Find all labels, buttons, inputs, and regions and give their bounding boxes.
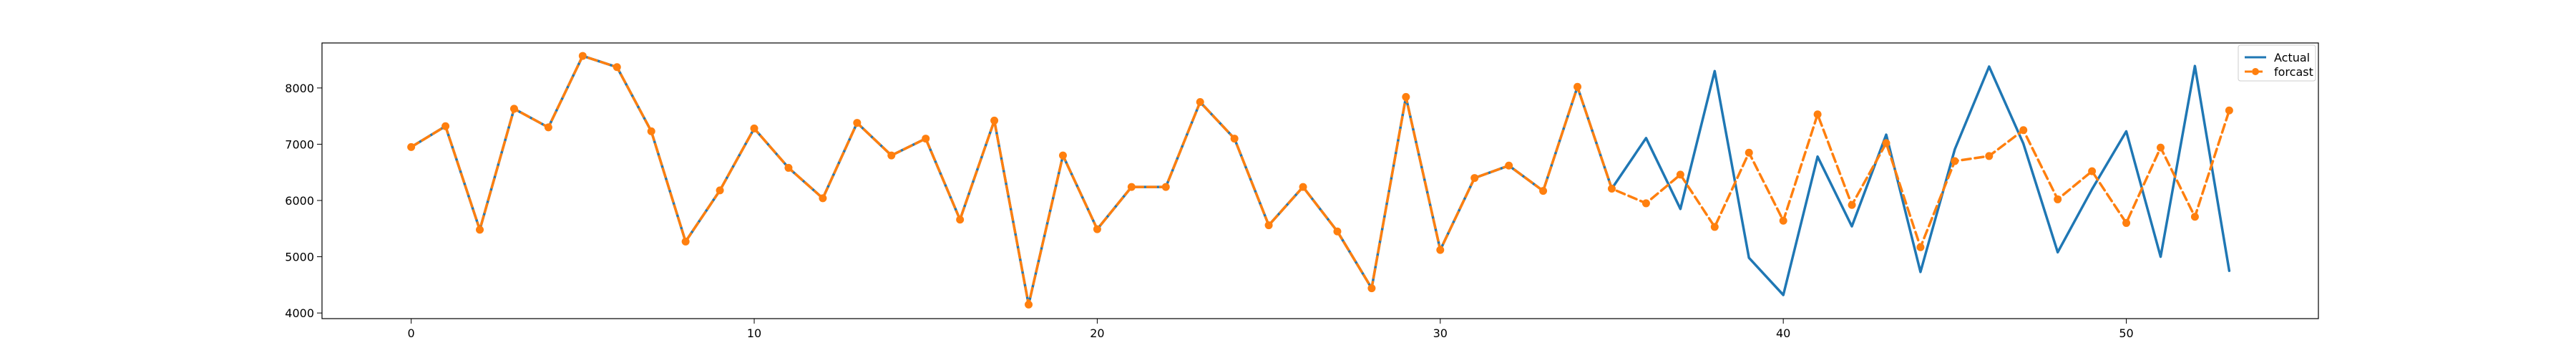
axes-frame — [321, 42, 2319, 319]
forecast-point — [1299, 183, 1307, 191]
forecast-point — [1710, 223, 1719, 231]
legend: Actual forcast — [2238, 44, 2316, 82]
actual-series-line — [409, 54, 2231, 306]
forecast-point — [1230, 135, 1239, 143]
forecast-point — [1058, 151, 1067, 160]
forecast-point — [922, 135, 930, 143]
forecast-point — [647, 127, 655, 135]
forecast-point — [2088, 167, 2097, 175]
forecast-point — [819, 194, 827, 203]
forecast-point — [2225, 106, 2233, 115]
forecast-point — [2190, 213, 2199, 221]
forecast-point — [2054, 195, 2062, 203]
forecast-point — [407, 142, 416, 151]
forecast-point — [1745, 148, 1753, 157]
forecast-point — [613, 63, 621, 72]
forecast-point — [2122, 218, 2131, 227]
forecast-point — [1470, 174, 1479, 183]
x-tick-label: 40 — [1776, 326, 1790, 340]
plot-area — [407, 52, 2233, 309]
forecast-point — [1813, 110, 1822, 119]
forecast-point — [2156, 143, 2165, 152]
forecast-point — [476, 226, 484, 234]
forecast-point — [544, 123, 552, 132]
forecast-point — [887, 151, 896, 160]
forecast-point — [1574, 82, 1582, 91]
y-tick-label: 5000 — [285, 251, 314, 264]
forecast-point — [853, 119, 862, 127]
x-tick-label: 30 — [1433, 326, 1448, 340]
forecast-point — [1985, 152, 1994, 160]
forecast-point — [1607, 185, 1616, 193]
forecast-point — [990, 116, 999, 125]
forecast-point — [750, 124, 758, 132]
forecast-point — [509, 105, 518, 113]
forecast-point — [956, 216, 965, 224]
forecast-point — [1367, 284, 1376, 293]
y-tick-label: 4000 — [285, 306, 314, 320]
forecast-point — [1025, 300, 1033, 309]
x-tick-label: 0 — [408, 326, 415, 340]
legend-actual-label: Actual — [2274, 51, 2310, 64]
forecast-point — [1161, 183, 1170, 191]
y-tick-label: 8000 — [285, 82, 314, 95]
forecast-point — [1882, 139, 1890, 147]
x-tick-label: 10 — [747, 326, 761, 340]
forecast-point — [2019, 126, 2028, 135]
forecast-point — [1848, 200, 1856, 209]
axes: 0 10 20 30 40 50 4000 5000 6000 7000 8000 — [285, 42, 2319, 340]
forecast-point — [1402, 92, 1410, 101]
x-tick-label: 50 — [2119, 326, 2133, 340]
forecast-point — [784, 163, 793, 172]
legend-forecast-marker — [2252, 68, 2259, 75]
forecast-point — [1505, 161, 1513, 170]
forecast-point — [716, 186, 724, 195]
forecast-series-line — [409, 54, 2231, 306]
forecast-point — [1093, 225, 1101, 233]
forecast-point — [578, 52, 587, 60]
forecast-point — [1676, 170, 1684, 179]
forecast-point — [1196, 98, 1204, 106]
x-tick-label: 20 — [1090, 326, 1104, 340]
forecast-point — [441, 122, 450, 130]
legend-forecast-label: forcast — [2274, 65, 2313, 79]
y-tick-label: 7000 — [285, 137, 314, 151]
forecast-point — [1951, 157, 1959, 165]
forecast-point — [1779, 216, 1787, 225]
forecast-point — [1641, 199, 1650, 208]
forecast-point — [1127, 183, 1136, 191]
y-tick-label: 6000 — [285, 194, 314, 208]
forecast-point — [1436, 246, 1445, 254]
forecast-point — [1333, 227, 1342, 236]
forecast-point — [1264, 221, 1273, 230]
forecast-point — [1916, 243, 1925, 251]
forecast-point — [681, 237, 690, 246]
forecast-point — [1539, 187, 1548, 195]
